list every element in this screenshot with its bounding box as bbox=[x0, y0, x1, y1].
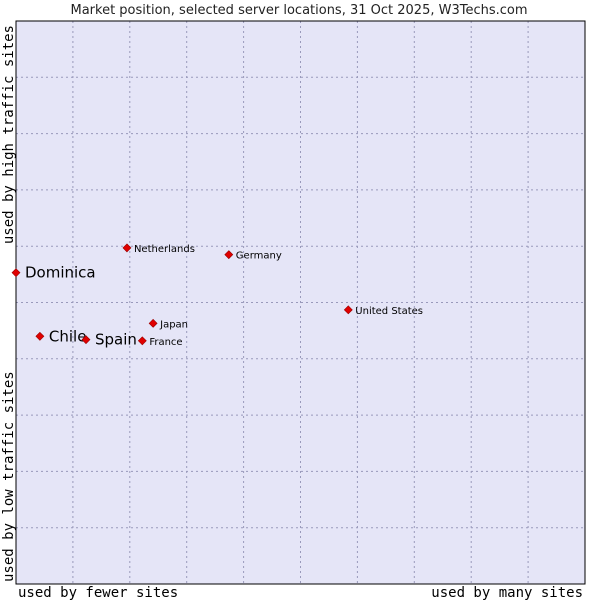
point-label-chile: Chile bbox=[49, 327, 87, 345]
point-label-spain: Spain bbox=[95, 331, 137, 349]
y-axis-label-bottom: used by low traffic sites bbox=[1, 371, 17, 582]
point-label-netherlands: Netherlands bbox=[134, 244, 195, 255]
x-axis-label-left: used by fewer sites bbox=[18, 585, 178, 600]
point-label-germany: Germany bbox=[236, 251, 282, 262]
point-marker-france bbox=[137, 336, 147, 346]
point-dominica: Dominica bbox=[11, 264, 96, 282]
point-marker-netherlands bbox=[122, 243, 132, 253]
point-marker-japan bbox=[148, 318, 158, 328]
point-label-united-states: United States bbox=[355, 306, 423, 317]
point-marker-dominica bbox=[11, 268, 21, 278]
point-label-japan: Japan bbox=[159, 319, 188, 330]
data-points: Dominica Chile Spain Netherlands Germany Japa… bbox=[11, 243, 423, 349]
point-marker-germany bbox=[224, 250, 234, 260]
point-marker-united-states bbox=[343, 305, 353, 315]
y-axis-label-top: used by high traffic sites bbox=[1, 25, 17, 244]
x-axis-label-right: used by many sites bbox=[431, 585, 583, 600]
chart-title: Market position, selected server locatio… bbox=[70, 3, 527, 18]
point-marker-chile bbox=[35, 331, 45, 341]
point-germany: Germany bbox=[224, 250, 282, 262]
point-netherlands: Netherlands bbox=[122, 243, 195, 255]
point-japan: Japan bbox=[148, 318, 188, 330]
point-united-states: United States bbox=[343, 305, 423, 317]
point-spain: Spain bbox=[81, 331, 137, 349]
grid-lines bbox=[16, 21, 585, 584]
point-label-dominica: Dominica bbox=[25, 264, 96, 282]
point-chile: Chile bbox=[35, 327, 87, 345]
point-france: France bbox=[137, 336, 183, 348]
point-label-france: France bbox=[149, 337, 182, 348]
plot-border bbox=[15, 20, 586, 585]
point-marker-spain bbox=[81, 335, 91, 345]
